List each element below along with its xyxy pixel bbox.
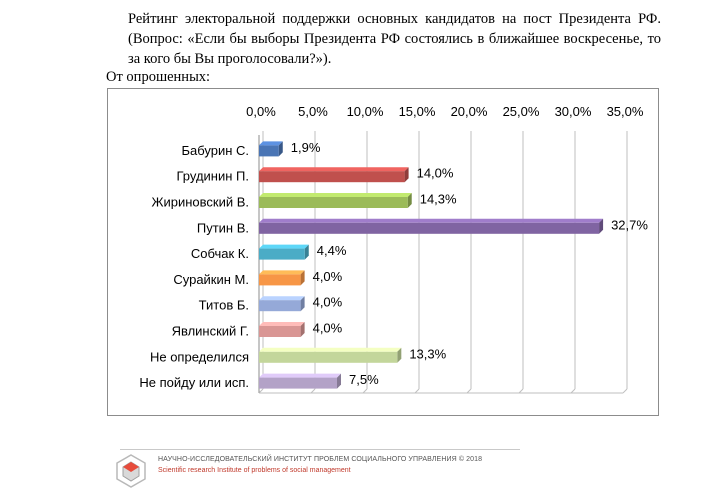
- category-label: Путин В.: [197, 220, 249, 235]
- gridline-floor: [258, 388, 264, 394]
- gridline-floor: [362, 388, 368, 394]
- x-tick-label: 30,0%: [555, 104, 592, 119]
- category-label: Собчак К.: [191, 246, 249, 261]
- data-label: 4,0%: [313, 269, 343, 284]
- bar-side-face: [278, 141, 283, 157]
- bar-chart: 0,0% 5,0% 10,0% 15,0% 20,0% 25,0% 30,0% 35,0% Ба…: [139, 104, 648, 394]
- bar-top-face: [259, 167, 409, 172]
- bar: [259, 351, 398, 363]
- bar: [259, 145, 279, 157]
- x-tick-label: 15,0%: [399, 104, 436, 119]
- x-tick-label: 25,0%: [503, 104, 540, 119]
- gridline-floor: [466, 388, 472, 394]
- bar: [259, 171, 405, 183]
- data-label: 14,3%: [420, 192, 457, 207]
- data-label: 32,7%: [611, 217, 648, 232]
- bar: [259, 197, 408, 208]
- bar-side-face: [304, 244, 309, 260]
- bar-side-face: [404, 167, 409, 183]
- bar: [259, 222, 600, 234]
- category-label: Грудинин П.: [177, 169, 250, 184]
- bar: [259, 377, 337, 389]
- bar-side-face: [599, 218, 604, 234]
- respondents-caption: От опрошенных:: [106, 69, 211, 85]
- x-tick-label: 35,0%: [607, 104, 644, 119]
- x-tick-label: 10,0%: [347, 104, 384, 119]
- bar-top-face: [259, 244, 309, 249]
- x-tick-label: 20,0%: [451, 104, 488, 119]
- bar-top-face: [259, 296, 305, 301]
- data-label: 7,5%: [349, 372, 379, 387]
- x-tick-label: 5,0%: [298, 104, 328, 119]
- bar-side-face: [407, 193, 412, 208]
- category-label: Не определился: [150, 349, 249, 364]
- bar-top-face: [259, 347, 402, 352]
- bar: [259, 326, 301, 337]
- footer-institute-name-en: Scientific research Institute of problem…: [158, 467, 351, 474]
- bar-side-face: [397, 347, 402, 363]
- data-label: 14,0%: [417, 166, 454, 181]
- gridline-floor: [518, 388, 524, 394]
- gridline-floor: [414, 388, 420, 394]
- bar-side-face: [337, 373, 341, 389]
- category-label: Жириновский В.: [151, 195, 249, 210]
- bar-side-face: [300, 296, 305, 312]
- bar-top-face: [259, 322, 305, 326]
- data-label: 13,3%: [409, 346, 446, 361]
- bar-top-face: [259, 270, 305, 275]
- x-tick-label: 0,0%: [246, 104, 276, 119]
- bar-side-face: [300, 322, 305, 337]
- footer-divider: [120, 449, 520, 450]
- category-label: Не пойду или исп.: [139, 375, 249, 390]
- bar-top-face: [259, 218, 604, 223]
- data-label: 4,4%: [317, 243, 347, 258]
- gridline-floor: [310, 388, 316, 394]
- category-label: Сурайкин М.: [173, 272, 249, 287]
- bar: [259, 300, 301, 312]
- bar: [259, 274, 301, 286]
- footer-institute-name: НАУЧНО-ИССЛЕДОВАТЕЛЬСКИЙ ИНСТИТУТ ПРОБЛЕ…: [158, 456, 483, 463]
- data-label: 1,9%: [291, 140, 321, 155]
- bar: [259, 248, 305, 260]
- gridline-floor: [570, 388, 576, 394]
- data-label: 4,0%: [313, 295, 343, 310]
- intro-text: Рейтинг электоральной поддержки основных…: [128, 11, 661, 67]
- data-label: 4,0%: [313, 321, 343, 336]
- category-label: Явлинский Г.: [172, 324, 249, 339]
- chart-frame: 0,0% 5,0% 10,0% 15,0% 20,0% 25,0% 30,0% 35,0% Ба…: [107, 88, 659, 416]
- bar-top-face: [259, 141, 283, 146]
- category-label: Бабурин С.: [181, 143, 249, 158]
- gridline-floor: [622, 388, 628, 394]
- bar-top-face: [259, 193, 412, 197]
- institute-logo-icon: [116, 454, 146, 488]
- bar-top-face: [259, 373, 341, 378]
- bar-side-face: [300, 270, 305, 286]
- category-label: Титов Б.: [199, 298, 249, 313]
